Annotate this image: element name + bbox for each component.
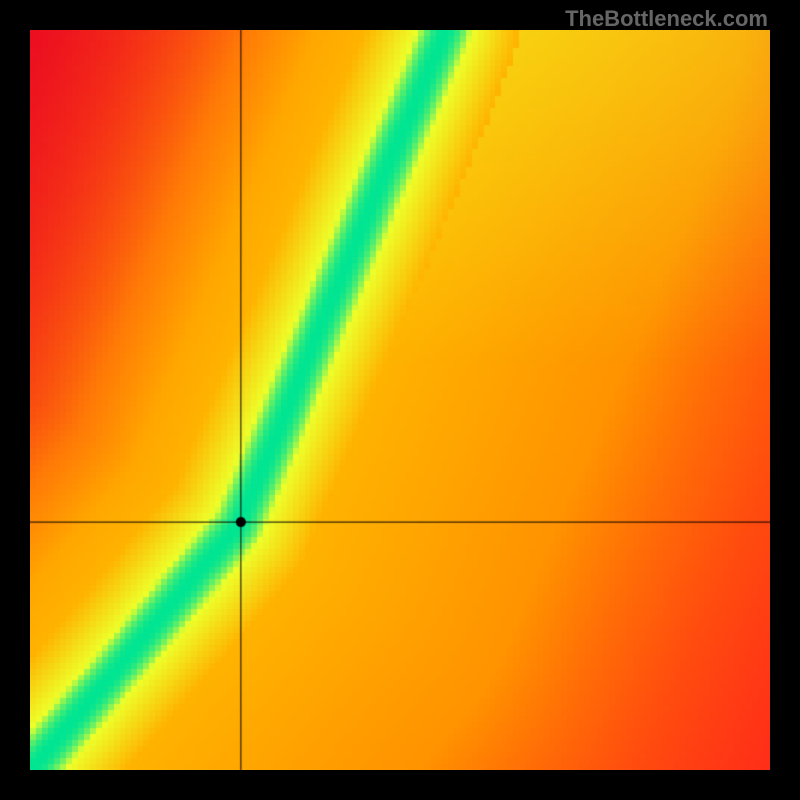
watermark-text: TheBottleneck.com [565, 6, 768, 32]
bottleneck-heatmap [30, 30, 770, 770]
